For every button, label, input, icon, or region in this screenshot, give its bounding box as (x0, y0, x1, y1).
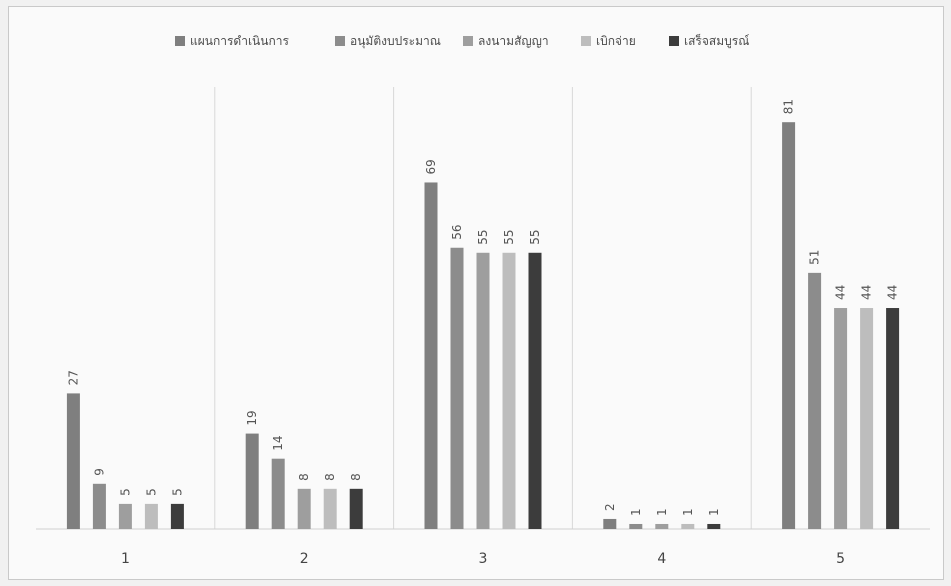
bar (782, 122, 796, 529)
bar-value-label: 55 (528, 229, 542, 244)
bar-value-label: 8 (297, 473, 311, 481)
bar-value-label: 56 (450, 224, 464, 239)
bar (681, 523, 695, 529)
bar (808, 272, 822, 529)
bar (860, 308, 874, 529)
bar-value-label: 5 (118, 488, 132, 496)
bar-value-label: 55 (476, 229, 490, 244)
bar-value-label: 1 (629, 508, 643, 516)
legend-swatch (669, 36, 679, 46)
bar (245, 433, 259, 529)
bar (476, 252, 490, 529)
bar-value-label: 44 (834, 285, 848, 300)
bar-value-label: 51 (808, 250, 822, 265)
legend-swatch (581, 36, 591, 46)
legend-label: เสร็จสมบูรณ์ (684, 33, 749, 49)
bar-value-label: 81 (782, 99, 796, 114)
bar (66, 393, 80, 529)
x-tick-label: 3 (479, 551, 488, 567)
bar (170, 503, 184, 529)
legend-label: แผนการดำเนินการ (190, 34, 289, 48)
x-axis-ticks: 1 2 3 4 5 (121, 551, 845, 567)
bar-value-label: 2 (603, 503, 617, 511)
bar-value-label: 55 (502, 229, 516, 244)
bar (886, 308, 900, 529)
bar-value-label: 8 (323, 473, 337, 481)
bar-value-label: 19 (245, 410, 259, 425)
legend-swatch (335, 36, 345, 46)
chart-frame: แผนการดำเนินการ อนุมัติงบประมาณ ลงนามสัญญา… (8, 6, 944, 580)
bar-value-label: 44 (860, 285, 874, 300)
bar (528, 252, 542, 529)
bar-value-label: 9 (92, 468, 106, 476)
bar (502, 252, 516, 529)
x-tick-label: 5 (836, 551, 845, 567)
bar-value-label: 27 (66, 370, 80, 385)
bar-value-label: 14 (271, 435, 285, 450)
bar-value-label: 1 (655, 508, 669, 516)
bar (92, 483, 106, 529)
bar-value-label: 5 (144, 488, 158, 496)
x-tick-label: 2 (300, 551, 309, 567)
bar (424, 182, 438, 529)
bar-value-label: 1 (707, 508, 721, 516)
x-tick-label: 4 (657, 551, 666, 567)
bar-value-label: 1 (681, 508, 695, 516)
legend-label: อนุมัติงบประมาณ (350, 34, 441, 49)
bar-value-label: 69 (424, 159, 438, 174)
legend-label: เบิกจ่าย (596, 34, 636, 48)
bar (297, 488, 311, 529)
bar (629, 523, 643, 529)
bar (323, 488, 337, 529)
bar (450, 247, 464, 529)
bar (349, 488, 363, 529)
bars (66, 122, 900, 529)
bar-value-label: 5 (170, 488, 184, 496)
bar-value-label: 44 (886, 285, 900, 300)
bar (834, 308, 848, 529)
bar (655, 523, 669, 529)
x-tick-label: 1 (121, 551, 130, 567)
legend-swatch (175, 36, 185, 46)
legend-label: ลงนามสัญญา (478, 34, 549, 48)
bar (144, 503, 158, 529)
bar (118, 503, 132, 529)
bar-value-label: 8 (349, 473, 363, 481)
bar (603, 518, 617, 529)
legend: แผนการดำเนินการ อนุมัติงบประมาณ ลงนามสัญญา… (175, 33, 749, 49)
legend-swatch (463, 36, 473, 46)
bar (271, 458, 285, 529)
bar-chart: แผนการดำเนินการ อนุมัติงบประมาณ ลงนามสัญญา… (36, 33, 930, 567)
bar (707, 523, 721, 529)
